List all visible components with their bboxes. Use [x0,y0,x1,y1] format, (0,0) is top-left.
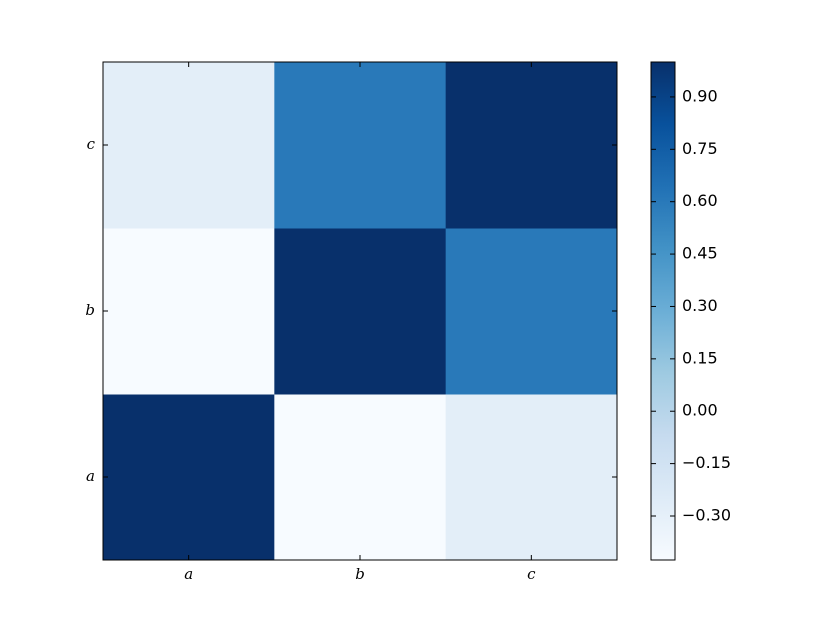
x-tick-label: b [355,565,365,583]
y-tick-label: a [86,467,95,485]
colorbar-tick-label: −0.15 [682,453,731,472]
colorbar-tick-label: 0.15 [682,348,718,367]
colorbar-tick-label: 0.30 [682,296,718,315]
heatmap-cell [103,228,275,395]
y-tick-label: b [85,301,95,319]
colorbar-tick-label: 0.60 [682,191,718,210]
heatmap-cell [274,62,447,229]
x-tick-label: c [527,565,536,583]
y-tick-label: c [87,135,96,153]
colorbar-tick-label: 0.90 [682,86,718,105]
heatmap-cell [274,394,447,561]
colorbar-tick-label: 0.75 [682,139,718,158]
heatmap-cell [103,394,275,561]
colorbar-tick-label: 0.00 [682,401,718,420]
heatmap-cell [445,62,618,229]
colorbar [650,61,676,561]
heatmap-cell [103,62,275,229]
x-tick-label: a [184,565,193,583]
colorbar-tick-label: 0.45 [682,244,718,263]
colorbar-tick-label: −0.30 [682,505,731,524]
heatmap-cell [274,228,447,395]
heatmap-cell [445,228,618,395]
heatmap-cell [445,394,618,561]
